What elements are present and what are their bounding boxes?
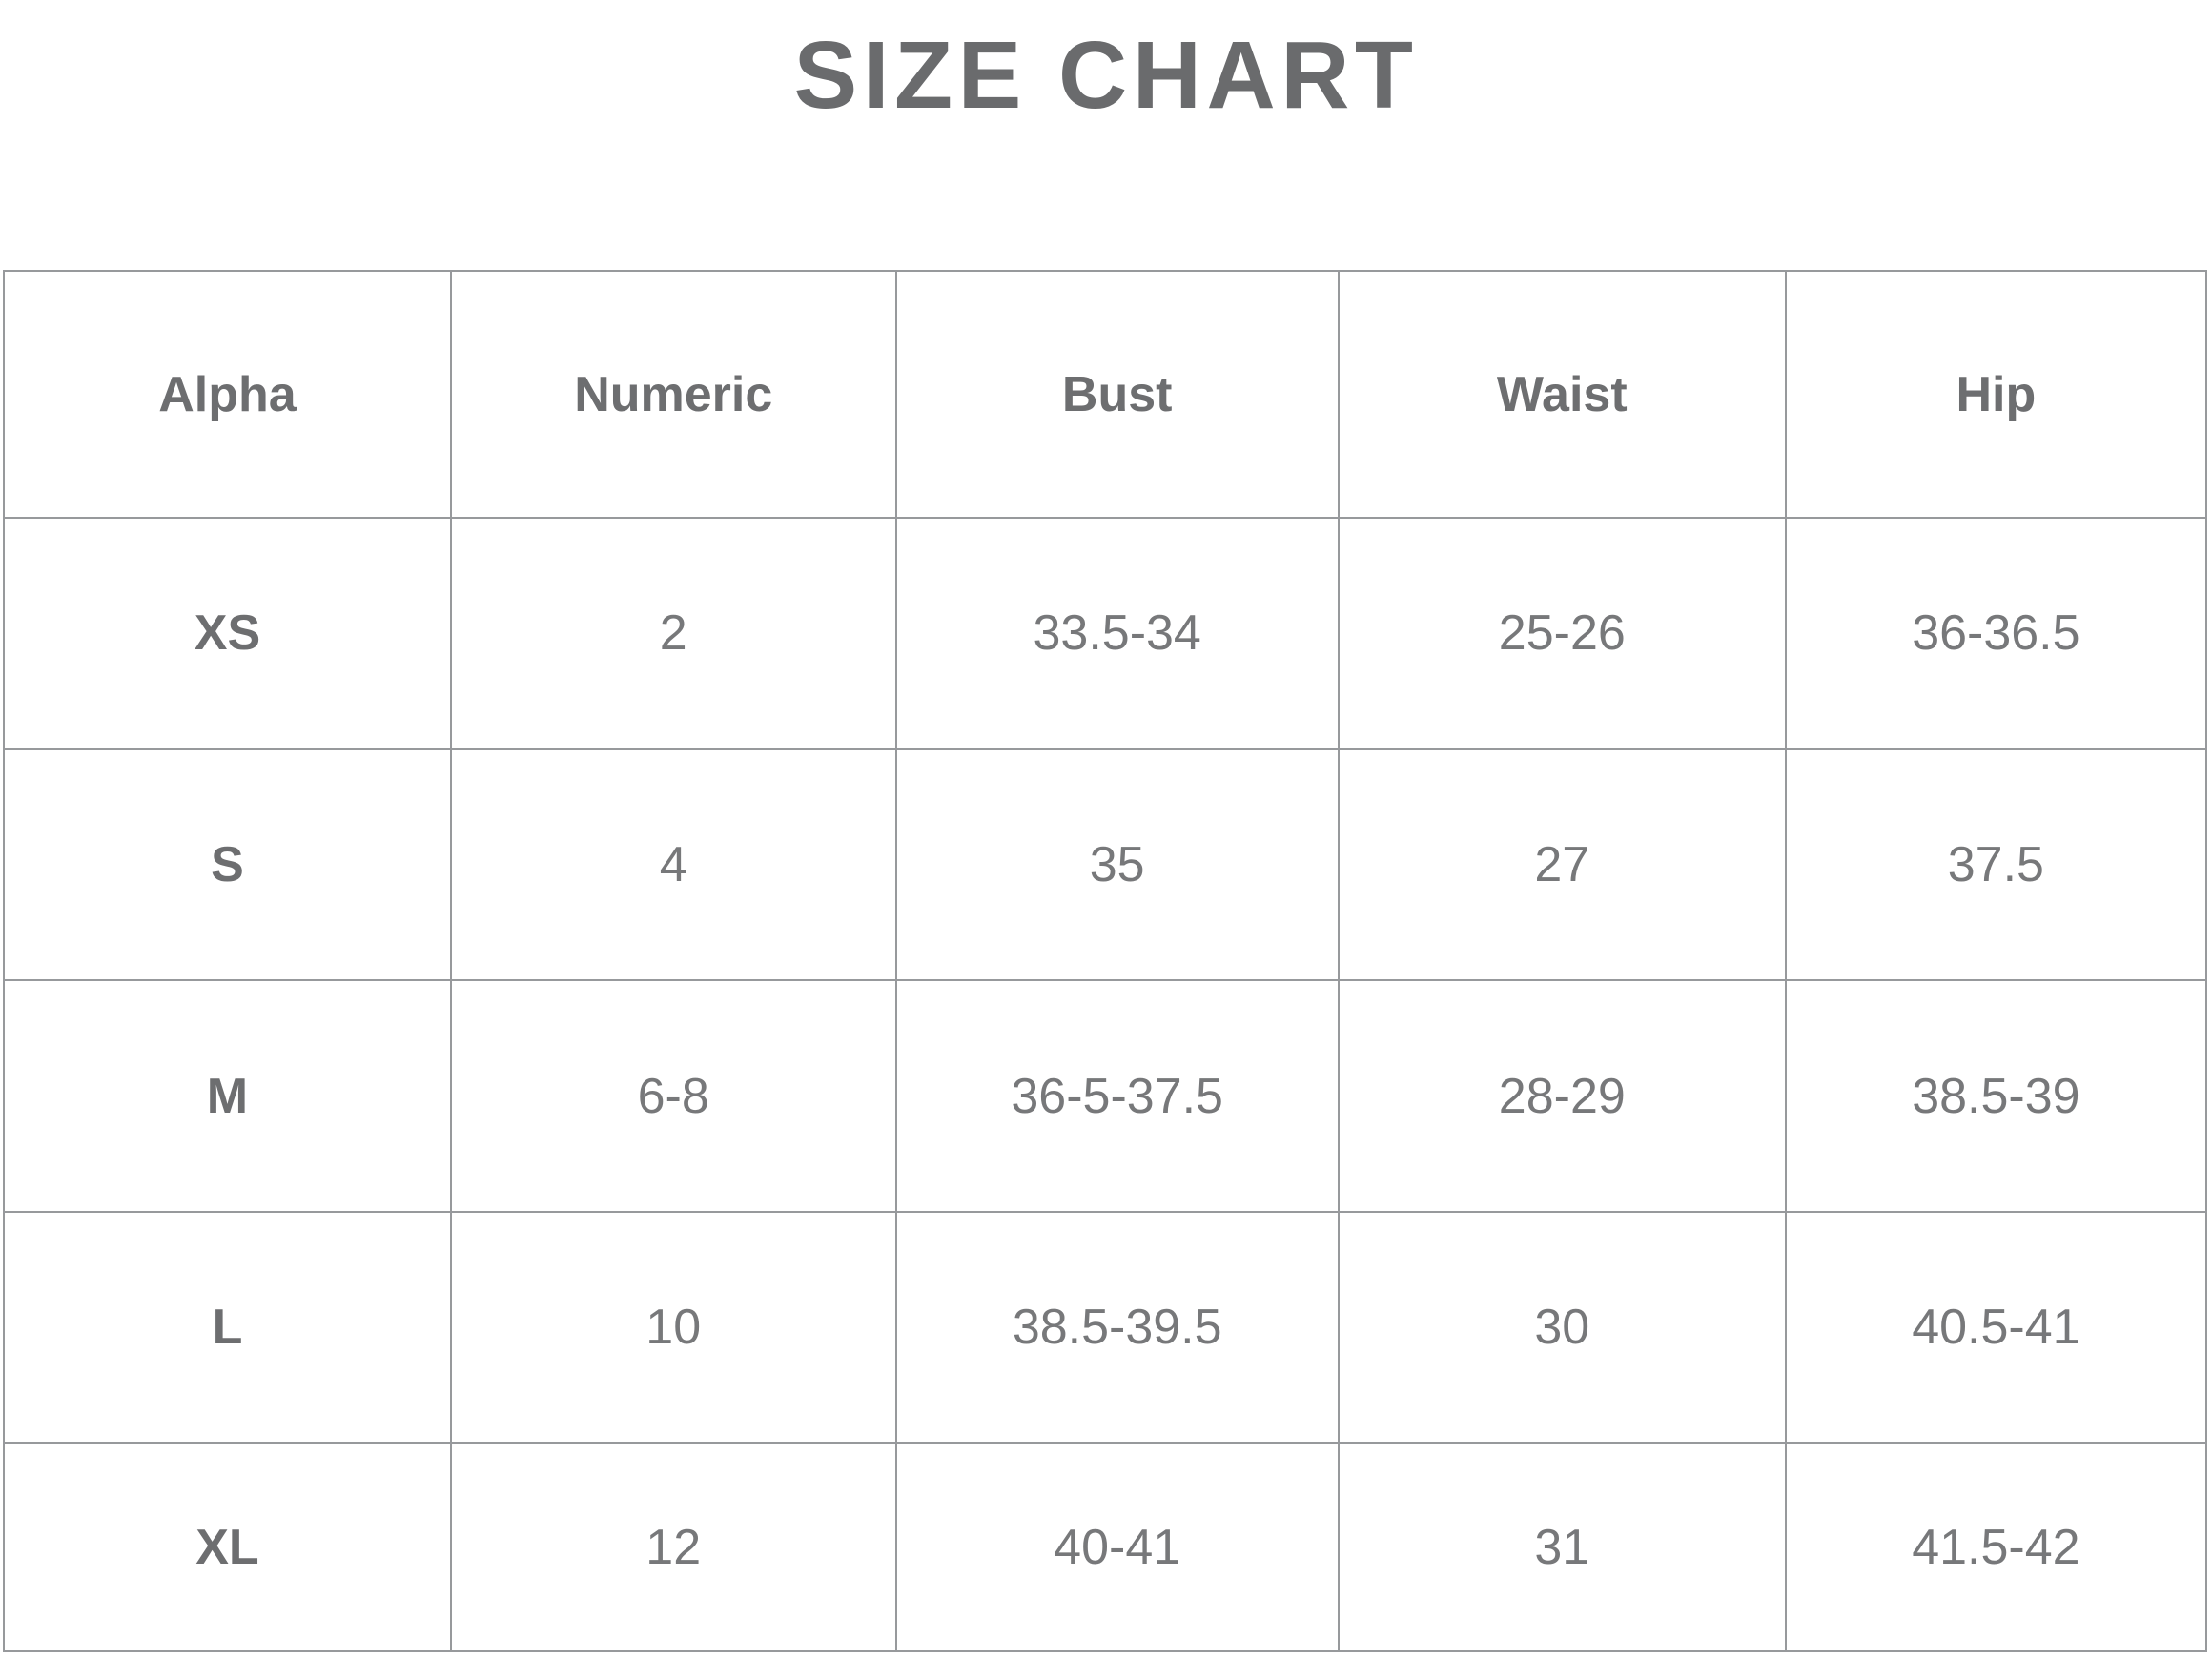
- table-header-row: Alpha Numeric Bust Waist Hip: [3, 270, 2208, 519]
- cell-waist-xs: 25-26: [1337, 517, 1787, 750]
- cell-numeric-xl: 12: [449, 1442, 897, 1652]
- cell-bust-s: 35: [894, 748, 1340, 982]
- cell-bust-m: 36-5-37.5: [894, 979, 1340, 1213]
- table-row-s: S 4 35 27 37.5: [3, 748, 2208, 982]
- cell-alpha-l: L: [3, 1210, 452, 1444]
- size-chart-table: Alpha Numeric Bust Waist Hip XS 2 33.5-3…: [3, 270, 2208, 1652]
- column-header-numeric: Numeric: [449, 270, 897, 519]
- cell-alpha-m: M: [3, 979, 452, 1213]
- cell-alpha-xs: XS: [3, 517, 452, 750]
- column-header-alpha: Alpha: [3, 270, 452, 519]
- cell-bust-xl: 40-41: [894, 1442, 1340, 1652]
- column-header-hip: Hip: [1784, 270, 2208, 519]
- cell-hip-xl: 41.5-42: [1784, 1442, 2208, 1652]
- table-row-xl: XL 12 40-41 31 41.5-42: [3, 1442, 2208, 1652]
- table-row-l: L 10 38.5-39.5 30 40.5-41: [3, 1210, 2208, 1444]
- cell-alpha-s: S: [3, 748, 452, 982]
- column-header-bust: Bust: [894, 270, 1340, 519]
- column-header-waist: Waist: [1337, 270, 1787, 519]
- cell-hip-l: 40.5-41: [1784, 1210, 2208, 1444]
- cell-hip-xs: 36-36.5: [1784, 517, 2208, 750]
- cell-waist-m: 28-29: [1337, 979, 1787, 1213]
- cell-numeric-xs: 2: [449, 517, 897, 750]
- cell-numeric-s: 4: [449, 748, 897, 982]
- cell-waist-l: 30: [1337, 1210, 1787, 1444]
- cell-waist-s: 27: [1337, 748, 1787, 982]
- cell-bust-l: 38.5-39.5: [894, 1210, 1340, 1444]
- cell-waist-xl: 31: [1337, 1442, 1787, 1652]
- cell-bust-xs: 33.5-34: [894, 517, 1340, 750]
- cell-numeric-m: 6-8: [449, 979, 897, 1213]
- table-row-m: M 6-8 36-5-37.5 28-29 38.5-39: [3, 979, 2208, 1213]
- page-title: SIZE CHART: [793, 22, 1419, 129]
- cell-hip-m: 38.5-39: [1784, 979, 2208, 1213]
- cell-numeric-l: 10: [449, 1210, 897, 1444]
- cell-alpha-xl: XL: [3, 1442, 452, 1652]
- table-row-xs: XS 2 33.5-34 25-26 36-36.5: [3, 517, 2208, 750]
- cell-hip-s: 37.5: [1784, 748, 2208, 982]
